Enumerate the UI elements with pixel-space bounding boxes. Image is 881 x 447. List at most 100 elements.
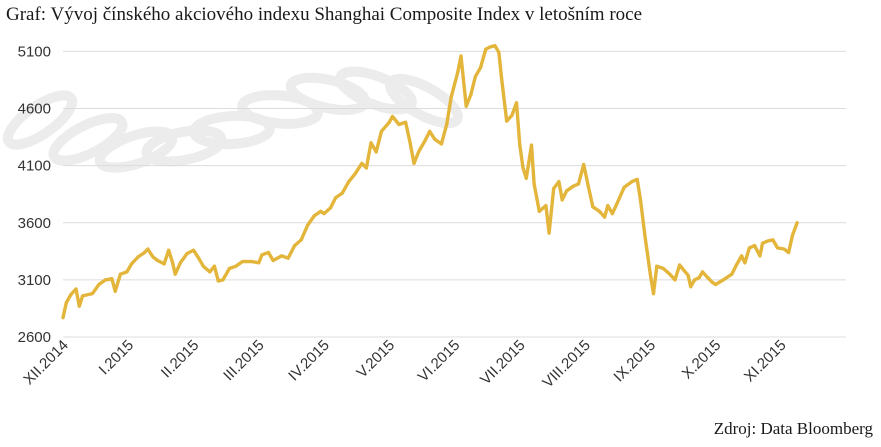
data-point bbox=[648, 272, 652, 276]
data-point bbox=[713, 282, 718, 287]
data-point bbox=[497, 50, 501, 55]
data-point bbox=[622, 185, 626, 189]
series-layer bbox=[61, 44, 799, 320]
data-point bbox=[118, 272, 123, 276]
data-point bbox=[521, 166, 525, 170]
data-point bbox=[655, 264, 659, 268]
data-point bbox=[334, 196, 338, 200]
x-tick-label: X.2015 bbox=[679, 337, 725, 383]
data-point bbox=[74, 287, 78, 291]
data-point bbox=[151, 255, 155, 259]
data-point bbox=[240, 260, 245, 264]
data-point bbox=[643, 234, 647, 239]
data-point bbox=[544, 204, 548, 208]
data-point bbox=[353, 172, 357, 176]
data-point bbox=[286, 256, 290, 260]
watermark-leaf bbox=[189, 110, 275, 150]
data-point bbox=[445, 122, 449, 127]
data-point bbox=[700, 270, 705, 274]
data-point bbox=[710, 280, 714, 284]
x-axis: XII.2014 I.2015 II.2015 III.2015 IV.2015 V.20… bbox=[20, 337, 789, 391]
x-tick-label: IX.2015 bbox=[610, 337, 659, 386]
data-point bbox=[693, 278, 697, 282]
data-point bbox=[630, 180, 634, 184]
data-point bbox=[387, 120, 391, 124]
data-point bbox=[459, 54, 463, 58]
data-point bbox=[369, 141, 373, 145]
x-tick-label: V.2015 bbox=[353, 337, 398, 382]
x-tick-label: VIII.2015 bbox=[539, 337, 593, 391]
y-tick-label: 4600 bbox=[18, 101, 51, 118]
data-point bbox=[360, 161, 364, 165]
y-tick-label: 3600 bbox=[18, 215, 51, 232]
data-point bbox=[479, 65, 483, 70]
watermark-leaf bbox=[385, 73, 463, 129]
source-note: Zdroj: Data Bloomberg bbox=[713, 419, 873, 438]
data-point bbox=[740, 254, 744, 258]
data-point bbox=[524, 176, 528, 180]
data-point bbox=[178, 261, 183, 265]
y-tick-label: 3100 bbox=[18, 272, 51, 289]
data-point bbox=[266, 250, 271, 255]
y-tick-label: 4100 bbox=[18, 158, 51, 175]
data-point bbox=[449, 95, 453, 99]
data-point bbox=[488, 45, 492, 49]
watermark-leaf bbox=[141, 125, 227, 167]
data-point bbox=[510, 113, 514, 117]
data-point bbox=[423, 138, 427, 143]
data-point bbox=[518, 143, 522, 147]
data-point bbox=[537, 209, 541, 213]
data-point bbox=[747, 246, 752, 250]
data-point bbox=[552, 186, 556, 191]
data-point bbox=[417, 150, 421, 154]
watermark-leaf bbox=[2, 90, 78, 150]
data-point bbox=[97, 282, 101, 287]
data-point bbox=[651, 291, 656, 296]
data-point bbox=[408, 141, 412, 145]
data-point bbox=[234, 264, 238, 268]
data-point bbox=[142, 250, 147, 255]
data-point bbox=[514, 101, 519, 105]
data-point bbox=[721, 278, 725, 282]
x-tick-label: IV.2015 bbox=[285, 337, 333, 385]
x-tick-label: VII.2015 bbox=[477, 337, 529, 389]
data-point bbox=[306, 223, 310, 227]
data-point bbox=[697, 276, 701, 280]
data-point bbox=[260, 253, 264, 257]
data-point bbox=[753, 244, 757, 248]
data-point bbox=[456, 70, 460, 74]
data-point bbox=[319, 209, 323, 213]
data-point bbox=[689, 285, 693, 289]
data-point bbox=[686, 273, 690, 277]
data-point bbox=[616, 200, 620, 204]
data-point bbox=[64, 301, 68, 305]
data-point bbox=[758, 254, 762, 258]
data-point bbox=[103, 278, 108, 282]
data-point bbox=[571, 184, 575, 188]
data-point bbox=[582, 162, 586, 167]
data-point bbox=[162, 262, 166, 266]
data-point bbox=[469, 93, 473, 97]
data-point bbox=[586, 184, 590, 188]
data-point bbox=[216, 279, 220, 283]
data-point bbox=[110, 277, 114, 281]
watermark-leaf bbox=[48, 113, 128, 166]
data-point bbox=[678, 263, 682, 267]
data-point bbox=[428, 129, 432, 133]
data-point bbox=[77, 304, 81, 308]
data-point bbox=[185, 252, 189, 256]
data-point bbox=[156, 258, 160, 263]
data-point bbox=[173, 272, 177, 276]
data-point bbox=[597, 209, 601, 213]
data-point bbox=[682, 269, 686, 273]
data-point bbox=[328, 206, 333, 210]
data-point bbox=[560, 198, 564, 202]
data-point bbox=[69, 293, 73, 297]
chart-title: Graf: Vývoj čínského akciového indexu Sh… bbox=[6, 4, 643, 25]
data-point bbox=[591, 205, 595, 209]
data-point bbox=[279, 254, 284, 258]
data-point bbox=[557, 180, 561, 184]
laurel-watermark bbox=[2, 66, 463, 173]
data-point bbox=[113, 289, 117, 293]
